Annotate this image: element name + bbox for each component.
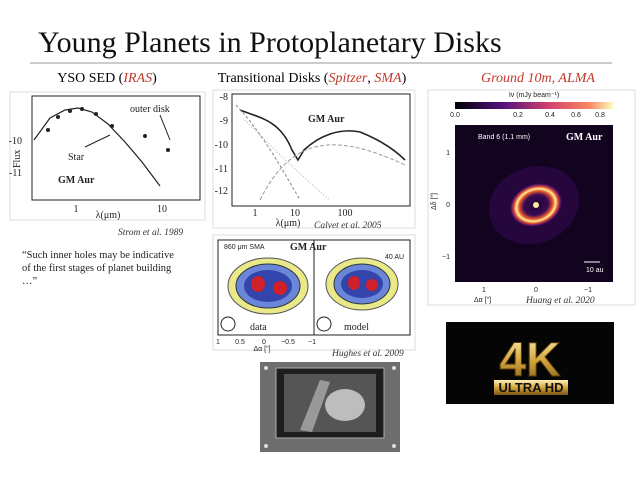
credit: Hughes et al. 2009 — [331, 349, 404, 359]
heading-text: ) — [402, 71, 407, 86]
heading-text: ) — [152, 71, 157, 86]
tick-label: 1 — [482, 287, 486, 294]
annotation: GM Aur — [566, 132, 603, 143]
tick-label: 1 — [216, 339, 220, 346]
axis-label: Δα ["] — [253, 346, 270, 353]
credit: Calvet et al. 2005 — [314, 221, 382, 231]
annotation: 860 μm SMA — [224, 244, 265, 251]
credit: Huang et al. 2020 — [525, 296, 595, 306]
axis-label: λ(μm) — [96, 210, 121, 221]
quote-line: …” — [22, 276, 38, 287]
tick-label: 0.4 — [545, 112, 555, 119]
axis-label: Δα ["] — [474, 297, 491, 304]
annotation: 10 au — [586, 267, 604, 274]
heading-italic: SMA — [374, 71, 402, 86]
tick-label: −1 — [584, 287, 592, 294]
tick-label: 1 — [446, 150, 450, 157]
axis-label: Iν (mJy beam⁻¹) — [509, 92, 559, 99]
sma-figure: 860 μm SMA GM Aur 40 AU data model 1 0.5… — [212, 234, 416, 353]
heading-text: Transitional Disks ( — [218, 71, 329, 86]
tick-label: -10 — [9, 136, 22, 147]
quote-line: of the first stages of planet building — [22, 263, 172, 274]
tick-label: 1 — [253, 208, 258, 219]
tick-label: 0.8 — [595, 112, 605, 119]
heading-italic: IRAS — [122, 71, 152, 86]
credit: Strom et al. 1989 — [118, 228, 183, 238]
tick-label: -12 — [215, 186, 228, 197]
slide-title: Young Planets in Protoplanetary Disks — [38, 26, 502, 59]
panel-label: data — [250, 322, 267, 333]
tick-label: -8 — [220, 92, 228, 103]
axis-label: Δδ ["] — [431, 193, 438, 210]
tick-label: 10 — [290, 208, 300, 219]
tick-label: 0 — [262, 339, 266, 346]
heading-italic: Spitzer — [328, 71, 367, 86]
tick-label: -10 — [215, 140, 228, 151]
tick-label: -11 — [215, 164, 228, 175]
tick-label: 0.5 — [235, 339, 245, 346]
heading: YSO SED (IRAS) — [57, 71, 157, 86]
tick-label: 0.0 — [450, 112, 460, 119]
annotation: Band 6 (1.1 mm) — [478, 134, 530, 141]
annotation: GM Aur — [290, 242, 327, 253]
badge-sub: ULTRA HD — [499, 380, 564, 395]
heading: Transitional Disks (Spitzer, SMA) — [218, 71, 407, 86]
badge-main: 4K — [499, 334, 561, 387]
quote-line: “Such inner holes may be indicative — [22, 250, 174, 261]
heading-text: YSO SED ( — [57, 71, 123, 86]
spitzer-figure: -8 -9 -10 -11 -12 1 10 100 λ(μm) GM Aur — [212, 89, 416, 229]
tick-label: 10 — [157, 204, 167, 215]
tick-label: −1 — [308, 339, 316, 346]
tick-label: 0.2 — [513, 112, 523, 119]
badge: 4K ULTRA HD — [446, 322, 614, 404]
tick-label: 100 — [338, 208, 353, 219]
quote: “Such inner holes may be indicative of t… — [22, 250, 177, 287]
sed-figure: Flux -10 -11 1 10 λ(μm) outer disk Star … — [9, 91, 206, 221]
tick-label: 1 — [74, 204, 79, 215]
tick-label: 0 — [446, 202, 450, 209]
annotation: GM Aur — [308, 114, 345, 125]
tick-label: 0.6 — [571, 112, 581, 119]
heading-text: , — [367, 71, 374, 86]
heading: Ground 10m, ALMA — [481, 71, 595, 86]
axis-label: λ(μm) — [276, 218, 301, 229]
video-frame — [260, 362, 400, 452]
annotation: GM Aur — [58, 175, 95, 186]
tick-label: -9 — [220, 116, 228, 127]
tick-label: -11 — [9, 168, 22, 179]
panel-label: model — [344, 322, 369, 333]
annotation: 40 AU — [385, 254, 404, 261]
annotation: outer disk — [130, 104, 170, 115]
tick-label: 0 — [534, 287, 538, 294]
annotation: Star — [68, 152, 85, 163]
alma-figure: Iν (mJy beam⁻¹) 0.0 0.2 0.4 0.6 0.8 Band… — [427, 89, 636, 306]
axis-label: Flux — [12, 150, 23, 168]
tick-label: −0.5 — [281, 339, 295, 346]
tick-label: −1 — [442, 254, 450, 261]
